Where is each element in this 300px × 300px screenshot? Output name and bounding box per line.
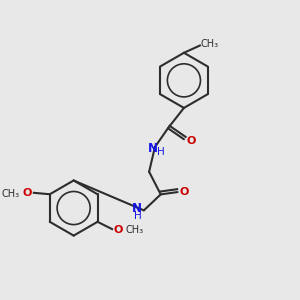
Text: CH₃: CH₃ <box>125 225 143 235</box>
Text: H: H <box>134 211 142 220</box>
Text: O: O <box>113 225 123 235</box>
Text: O: O <box>180 187 189 197</box>
Text: N: N <box>132 202 142 215</box>
Text: O: O <box>186 136 196 146</box>
Text: H: H <box>158 147 165 157</box>
Text: N: N <box>148 142 158 155</box>
Text: O: O <box>23 188 32 198</box>
Text: CH₃: CH₃ <box>1 189 19 199</box>
Text: CH₃: CH₃ <box>201 39 219 49</box>
